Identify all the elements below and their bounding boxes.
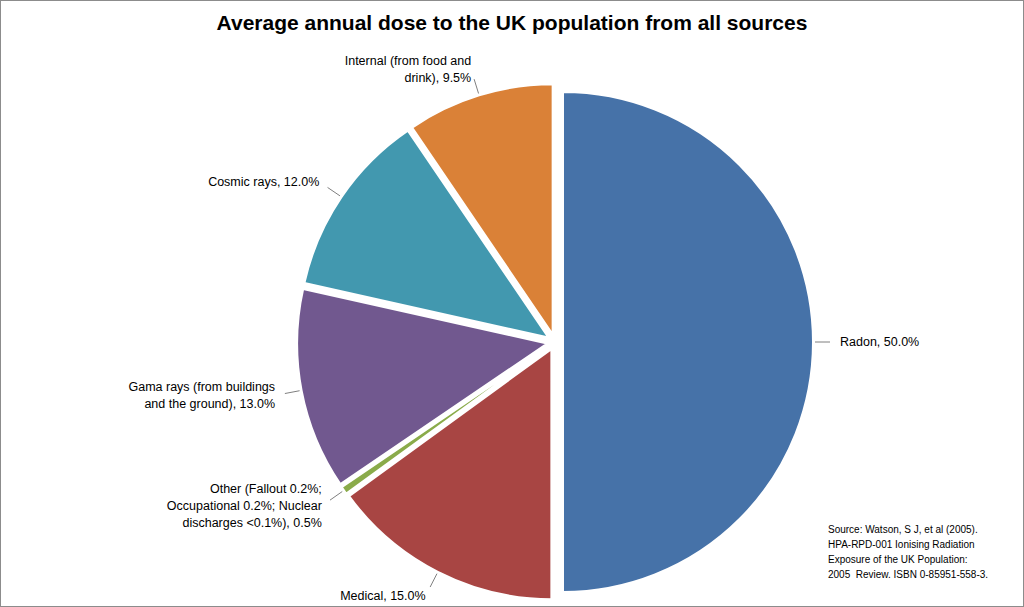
source-line: HPA-RPD-001 Ionising Radiation	[828, 539, 975, 550]
leader-line	[330, 492, 342, 501]
leader-line	[815, 342, 830, 343]
source-line: Source: Watson, S J, et al (2005).	[828, 524, 978, 535]
leader-line	[328, 187, 340, 195]
pie-slice	[412, 84, 553, 334]
chart-title: Average annual dose to the UK population…	[217, 11, 808, 34]
slice-label-line: Radon, 50.0%	[840, 335, 919, 349]
leader-line	[474, 79, 478, 93]
pie-slices	[297, 84, 813, 599]
source-note: Source: Watson, S J, et al (2005). HPA-RP…	[828, 524, 988, 580]
slice-label: Internal (from food and drink), 9.5%	[345, 54, 472, 85]
slice-label: Gama rays (from buildings and the ground)…	[128, 380, 275, 411]
slice-label-line: and the ground), 13.0%	[144, 397, 275, 411]
chart-frame	[1, 1, 1024, 607]
source-line: Exposure of the UK Population:	[828, 554, 968, 565]
pie-slice	[563, 92, 813, 592]
chart: Average annual dose to the UK population…	[0, 0, 1024, 607]
slice-label-line: Occupational 0.2%; Nuclear	[167, 499, 322, 513]
leader-line	[430, 574, 437, 587]
slice-label: Cosmic rays, 12.0%	[208, 175, 319, 189]
slice-label-line: Internal (from food and	[345, 54, 472, 68]
slice-label-line: drink), 9.5%	[404, 71, 471, 85]
source-line: 2005 Review. ISBN 0-85951-558-3.	[828, 569, 988, 580]
slice-label-line: Cosmic rays, 12.0%	[208, 175, 319, 189]
leader-line	[285, 391, 300, 394]
slice-label: Radon, 50.0%	[840, 335, 919, 349]
slice-label: Other (Fallout 0.2%; Occupational 0.2%; N…	[167, 482, 322, 530]
pie-labels: Radon, 50.0% Medical, 15.0% Other (Fallout…	[128, 54, 919, 603]
slice-label-line: Other (Fallout 0.2%;	[210, 482, 322, 496]
slice-label-line: Gama rays (from buildings	[128, 380, 275, 394]
slice-label-line: discharges <0.1%), 0.5%	[182, 516, 321, 530]
slice-label-line: Medical, 15.0%	[340, 589, 425, 603]
slice-label: Medical, 15.0%	[340, 589, 425, 603]
